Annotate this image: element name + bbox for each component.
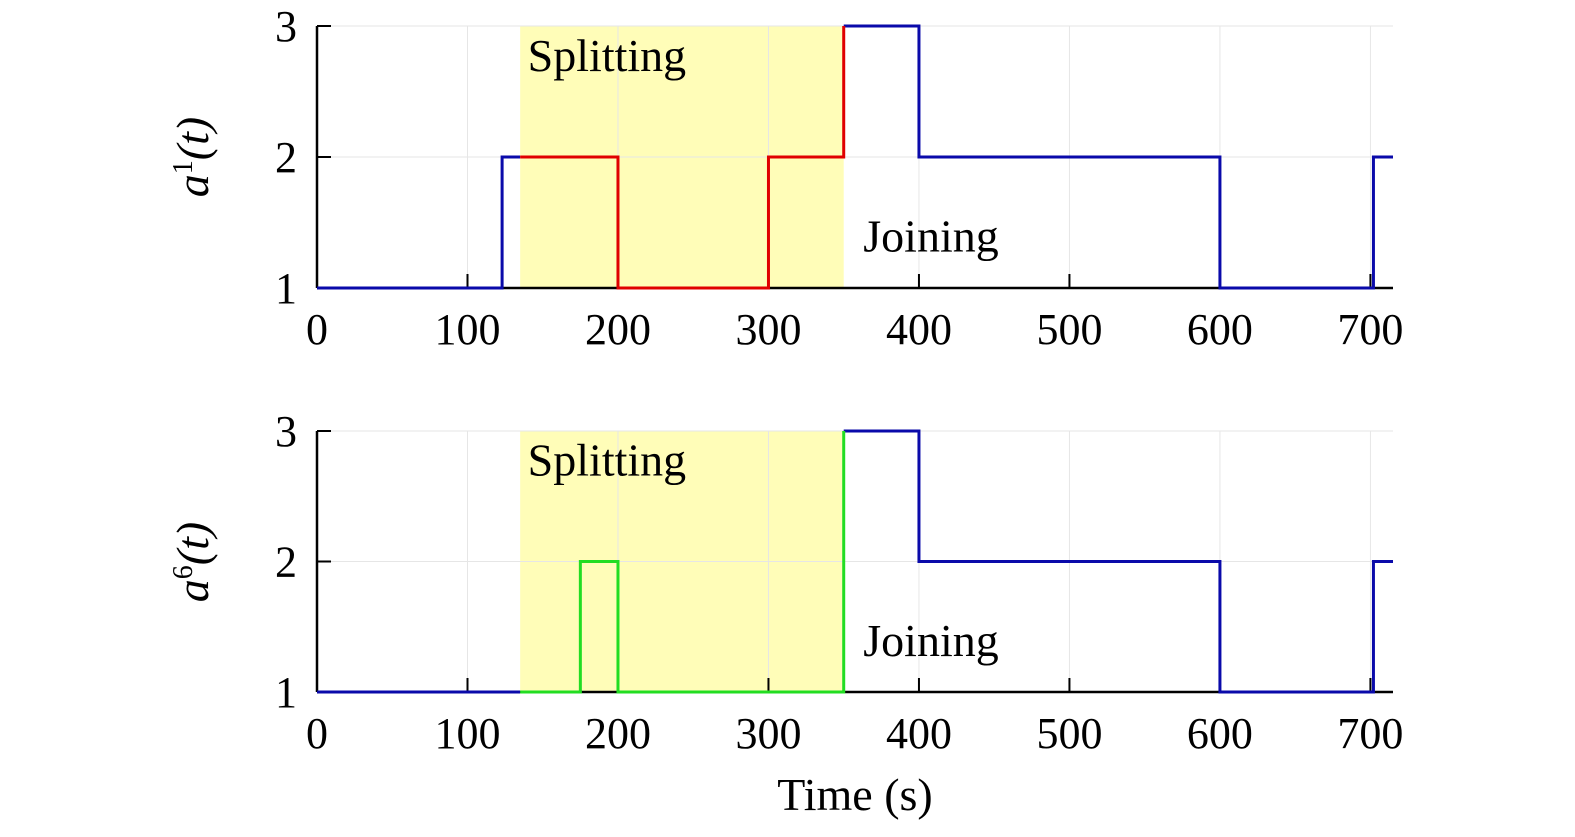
x-axis-label: Time (s) [777, 769, 933, 820]
y-tick-label: 2 [275, 538, 297, 587]
y-tick-label: 3 [275, 2, 297, 51]
x-tick-label: 400 [886, 709, 952, 758]
annotation-label: Splitting [528, 30, 686, 81]
y-tick-label: 2 [275, 133, 297, 182]
x-tick-label: 400 [886, 305, 952, 354]
x-tick-label: 600 [1187, 709, 1253, 758]
x-tick-label: 500 [1036, 709, 1102, 758]
x-tick-label: 500 [1036, 305, 1102, 354]
y-axis-label-superscript: 1 [168, 160, 199, 174]
x-tick-label: 0 [306, 305, 328, 354]
y-axis-label-base: a [167, 174, 218, 197]
y-axis-label-args: (t) [167, 522, 218, 565]
x-tick-label: 0 [306, 709, 328, 758]
x-tick-label: 600 [1187, 305, 1253, 354]
y-tick-label: 1 [275, 668, 297, 717]
x-tick-label: 300 [735, 709, 801, 758]
y-tick-label: 1 [275, 264, 297, 313]
series-0-step-line [843, 429, 1393, 694]
x-tick-label: 300 [735, 305, 801, 354]
y-axis-label: a1(t) [167, 117, 218, 197]
annotation-label: Joining [863, 211, 998, 262]
y-axis-label-base: a [167, 579, 218, 602]
y-axis-label-superscript: 6 [168, 565, 199, 579]
y-axis-label: a6(t) [167, 522, 218, 602]
annotation-label: Joining [863, 615, 998, 666]
series-0-step-line [317, 155, 521, 290]
x-tick-label: 700 [1337, 305, 1403, 354]
x-tick-label: 100 [434, 305, 500, 354]
series-1-step-line [520, 26, 846, 290]
x-tick-label: 200 [585, 305, 651, 354]
annotation-label: Splitting [528, 435, 686, 486]
series-0-step-line [843, 24, 1393, 290]
x-tick-label: 200 [585, 709, 651, 758]
y-axis-label-args: (t) [167, 117, 218, 160]
y-tick-label: 3 [275, 407, 297, 456]
x-tick-label: 100 [434, 709, 500, 758]
x-tick-label: 700 [1337, 709, 1403, 758]
series-1-step-line [520, 431, 846, 694]
